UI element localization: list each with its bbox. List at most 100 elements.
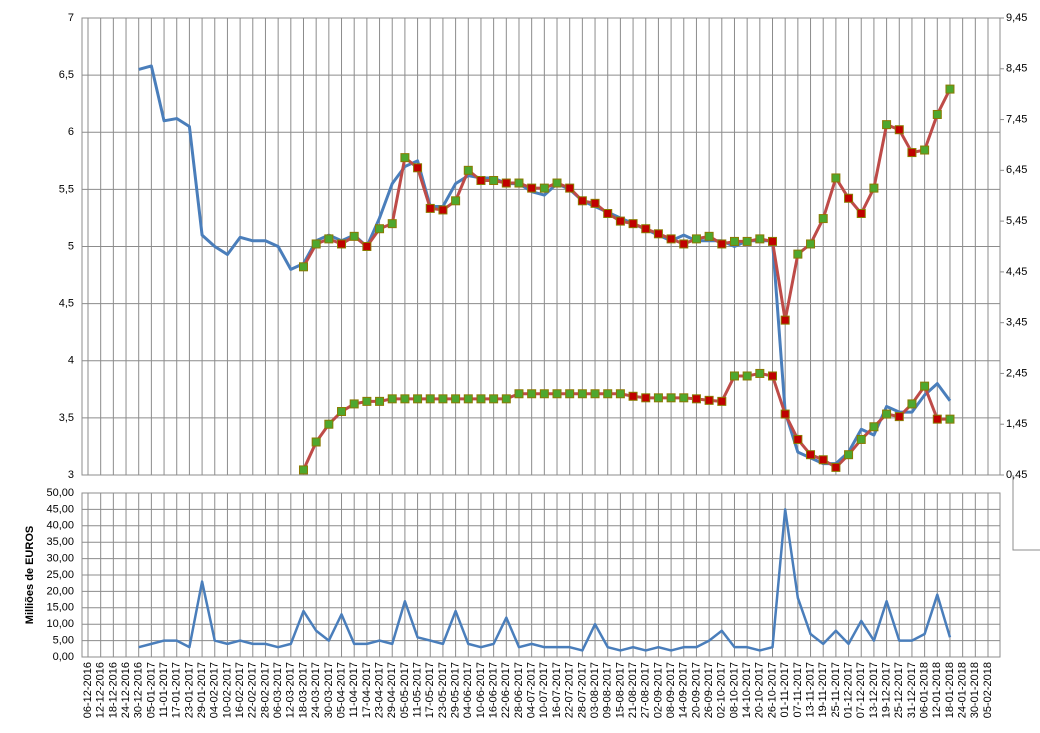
x-tick-label: 22-02-2017 [247,662,259,718]
marker [298,262,308,272]
marker [603,208,613,218]
x-tick-label: 20-10-2017 [754,662,766,718]
marker [590,198,600,208]
x-tick-label: 18-03-2017 [297,662,309,718]
line [138,508,952,652]
x-tick-label: 23-01-2017 [183,662,195,718]
marker [729,236,739,246]
marker [717,396,727,406]
marker [413,394,423,404]
marker [324,419,334,429]
x-tick-label: 16-02-2017 [234,662,246,718]
y2-tick-label: 3,45 [1006,317,1027,329]
x-tick-label: 10-02-2017 [221,662,233,718]
marker [337,407,347,417]
marker [628,391,638,401]
y-tick-label: 15,00 [46,602,74,614]
x-tick-label: 25-11-2017 [830,662,842,717]
marker [514,389,524,399]
marker [476,394,486,404]
marker [501,394,511,404]
y-tick-label: 5,00 [53,635,74,647]
y-tick-label: 4 [68,355,74,367]
y-tick-label: 6,5 [59,69,74,81]
x-tick-label: 25-12-2017 [893,662,905,718]
x-tick-label: 07-12-2017 [855,662,867,718]
marker [907,148,917,158]
x-tick-label: 17-01-2017 [171,662,183,718]
y2-tick-label: 0,45 [1006,469,1027,481]
marker [451,196,461,206]
x-tick-label: 31-12-2017 [906,662,918,718]
y-tick-label: 3 [68,469,74,481]
x-tick-label: 15-08-2017 [614,662,626,718]
x-tick-label: 21-08-2017 [627,662,639,718]
y-tick-label: 10,00 [46,618,74,630]
marker [577,196,587,206]
y2-tick-label: 1,45 [1006,418,1027,430]
marker [311,239,321,249]
x-tick-label: 29-05-2017 [450,662,462,718]
marker [920,145,930,155]
y2-tick-label: 6,45 [1006,164,1027,176]
x-tick-label: 05-01-2017 [145,662,157,718]
marker [679,239,689,249]
marker [615,216,625,226]
marker [844,450,854,460]
x-tick-label: 11-04-2017 [348,662,360,717]
marker [425,394,435,404]
marker [818,214,828,224]
marker [755,368,765,378]
marker [324,234,334,244]
marker [400,153,410,163]
x-tick-label: 12-12-2016 [95,662,107,718]
x-tick-label: 16-06-2017 [488,662,500,718]
marker [742,236,752,246]
x-tick-label: 29-01-2017 [196,662,208,718]
x-tick-label: 18-12-2016 [107,662,119,718]
y2-tick-label: 5,45 [1006,215,1027,227]
marker [717,239,727,249]
x-tick-label: 06-12-2016 [82,662,94,718]
marker [844,193,854,203]
x-tick-label: 08-10-2017 [728,662,740,718]
marker [539,389,549,399]
x-tick-label: 24-03-2017 [310,662,322,718]
x-tick-label: 01-11-2017 [779,662,791,717]
marker [856,434,866,444]
x-tick-label: 17-05-2017 [424,662,436,718]
frame [1012,475,1040,551]
line [138,64,952,466]
marker [337,239,347,249]
marker [945,84,955,94]
x-tick-label: 03-08-2017 [589,662,601,718]
marker [742,371,752,381]
marker [298,465,308,475]
x-tick-label: 26-09-2017 [703,662,715,718]
x-tick-label: 04-06-2017 [462,662,474,718]
marker [387,219,397,229]
x-tick-label: 09-08-2017 [602,662,614,718]
marker [413,163,423,173]
x-tick-label: 10-07-2017 [538,662,550,718]
x-tick-label: 13-12-2017 [868,662,880,718]
marker [489,394,499,404]
y-tick-label: 5 [68,240,74,252]
x-tick-label: 02-10-2017 [716,662,728,718]
x-tick-label: 06-01-2018 [919,662,931,718]
marker [400,394,410,404]
marker [653,393,663,403]
marker [375,396,385,406]
marker [793,249,803,259]
marker [768,371,778,381]
x-tick-label: 26-10-2017 [766,662,778,718]
marker [362,242,372,251]
marker [755,234,765,244]
marker [653,229,663,239]
marker [501,178,511,188]
marker [920,381,930,391]
y-tick-label: 7 [68,12,74,24]
y-tick-label: 4,5 [59,298,74,310]
x-tick-label: 08-09-2017 [665,662,677,718]
